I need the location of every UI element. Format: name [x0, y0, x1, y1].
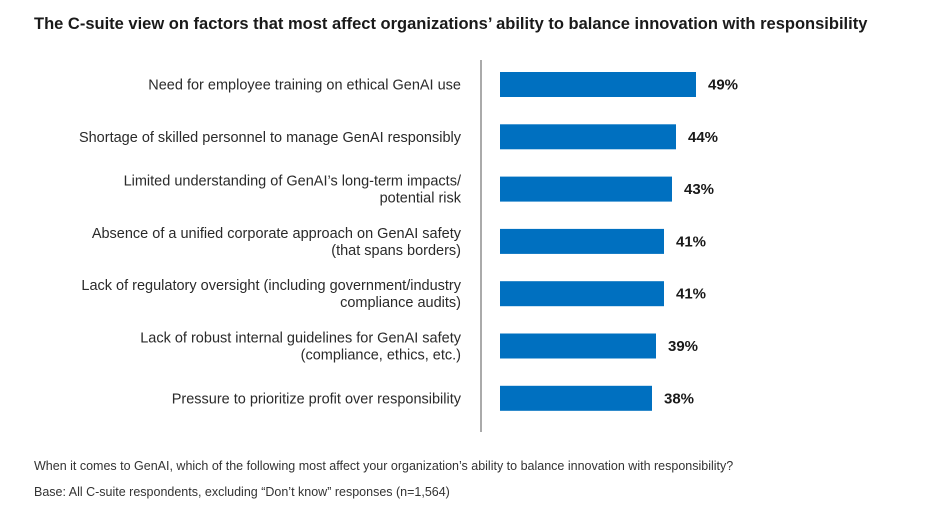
bar — [500, 281, 664, 307]
category-label: Limited understanding of GenAI’s long-te… — [124, 174, 462, 207]
category-label-line: Pressure to prioritize profit over respo… — [172, 391, 462, 407]
value-label: 49% — [708, 77, 738, 94]
bar — [500, 176, 672, 202]
value-label: 38% — [664, 390, 694, 407]
bar — [500, 228, 664, 254]
chart-title: The C-suite view on factors that most af… — [34, 15, 868, 33]
category-label-line: compliance audits) — [340, 295, 461, 311]
category-label-line: Limited understanding of GenAI’s long-te… — [124, 174, 462, 190]
category-label: Need for employee training on ethical Ge… — [148, 78, 461, 94]
category-label-line: Absence of a unified corporate approach … — [92, 226, 462, 242]
value-label: 41% — [676, 233, 706, 250]
bar — [500, 385, 652, 411]
value-label: 44% — [688, 129, 718, 146]
category-label: Pressure to prioritize profit over respo… — [172, 391, 462, 407]
value-label: 43% — [684, 181, 714, 198]
category-label-line: Shortage of skilled personnel to manage … — [79, 130, 462, 146]
category-label-line: Lack of regulatory oversight (including … — [81, 278, 461, 294]
category-label-line: Lack of robust internal guidelines for G… — [140, 331, 462, 347]
category-label: Lack of robust internal guidelines for G… — [140, 331, 462, 364]
bar — [500, 333, 656, 359]
survey-base: Base: All C-suite respondents, excluding… — [34, 485, 450, 499]
bar — [500, 124, 676, 150]
category-label: Shortage of skilled personnel to manage … — [79, 130, 462, 146]
bar — [500, 72, 696, 97]
category-label: Absence of a unified corporate approach … — [92, 226, 462, 259]
value-label: 41% — [676, 286, 706, 303]
category-label-line: (compliance, ethics, etc.) — [301, 348, 461, 364]
category-label-line: Need for employee training on ethical Ge… — [148, 78, 461, 94]
category-label: Lack of regulatory oversight (including … — [81, 278, 461, 311]
survey-question: When it comes to GenAI, which of the fol… — [34, 459, 734, 473]
value-label: 39% — [668, 338, 698, 355]
category-label-line: (that spans borders) — [331, 243, 461, 259]
category-label-line: potential risk — [380, 191, 462, 207]
